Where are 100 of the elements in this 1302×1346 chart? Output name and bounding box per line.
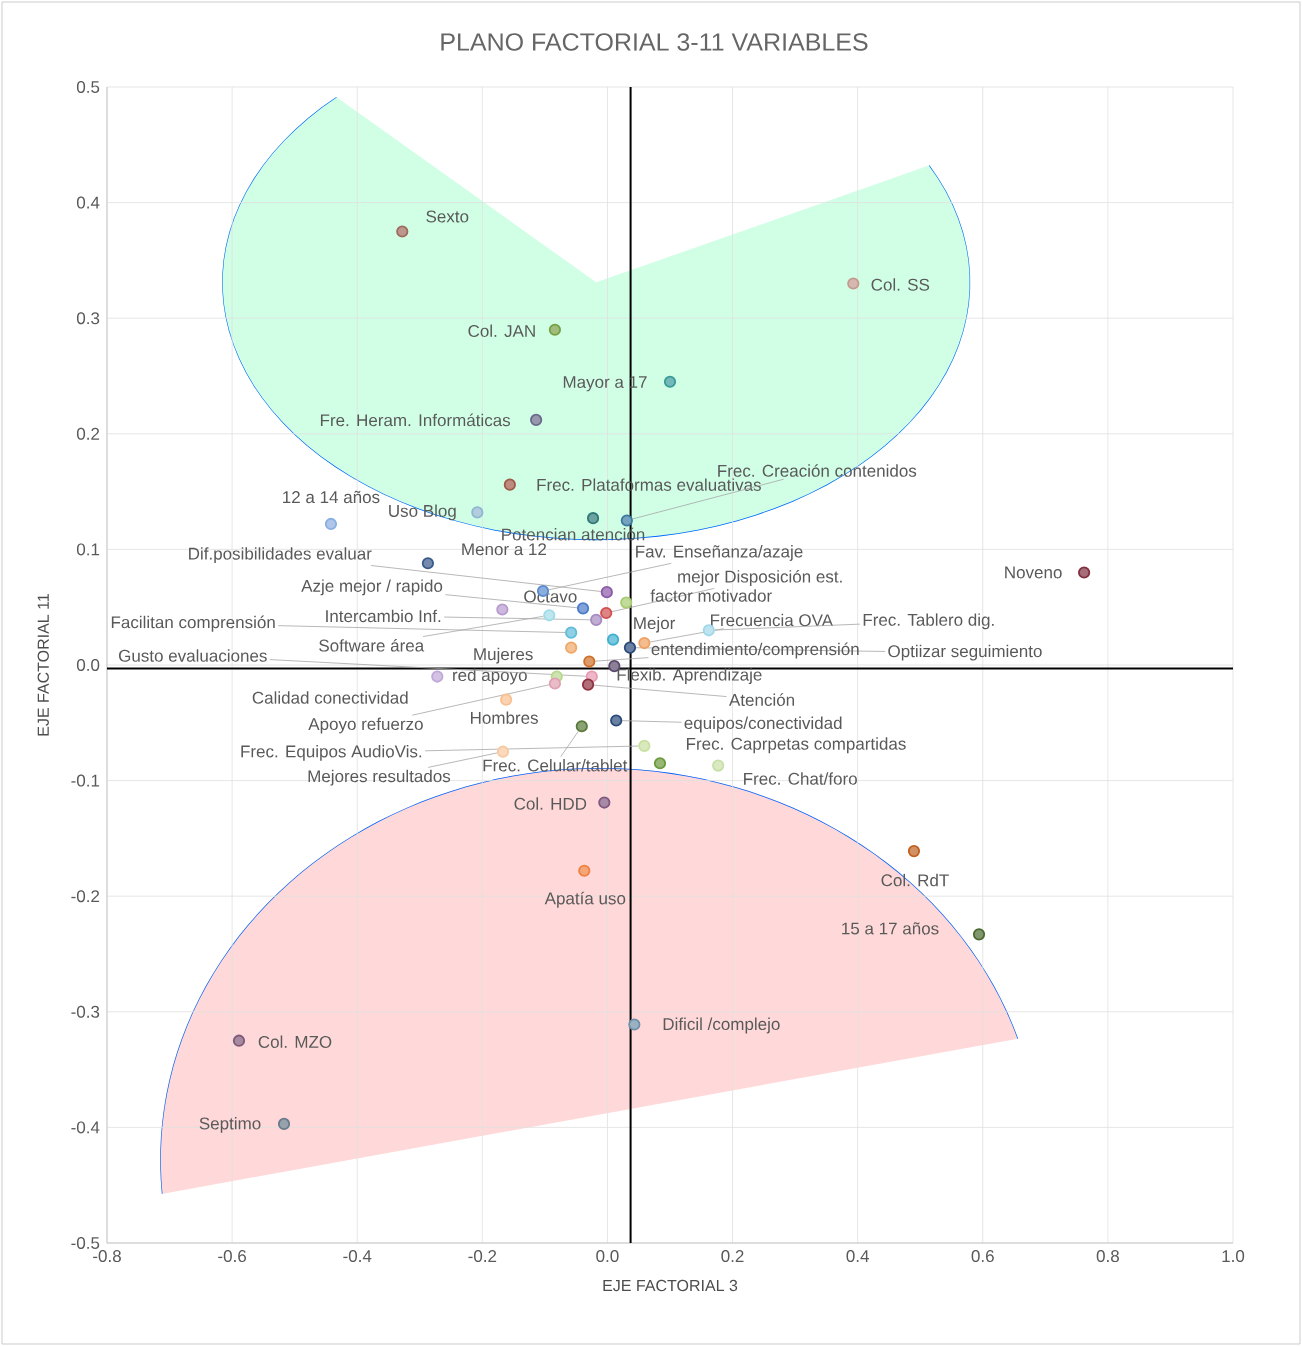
annotation: equipos/conectividad <box>684 716 842 733</box>
annotation: Col. SS <box>871 278 930 291</box>
point <box>431 670 444 683</box>
annotation: Col. RdT <box>881 873 949 887</box>
annotation: factor motivador <box>650 589 772 602</box>
point <box>500 693 513 706</box>
point <box>600 606 613 620</box>
point <box>586 512 600 525</box>
x-tick-label: 0.6 <box>971 1250 994 1263</box>
point <box>638 636 651 650</box>
annotation: 12 a 14 años <box>283 490 380 504</box>
point <box>421 557 435 570</box>
annotation: Intercambio Inf. <box>326 609 441 623</box>
annotation: Fre. Heram. Informáticas <box>320 413 511 427</box>
x-tick-label: 0.8 <box>1096 1250 1119 1263</box>
point <box>232 1034 246 1047</box>
x-tick-label: -0.4 <box>343 1250 372 1263</box>
annotation: Hombres <box>471 711 538 724</box>
point <box>530 413 543 427</box>
point <box>503 478 516 491</box>
point <box>1078 566 1091 579</box>
x-axis-title: EJE FACTORIAL 3 <box>603 1279 738 1292</box>
point <box>548 677 561 690</box>
annotation: Frecuencia OVA <box>711 613 834 627</box>
point <box>590 613 603 627</box>
point <box>598 796 611 809</box>
y-axis-title: EJE FACTORIAL 11 <box>37 594 49 736</box>
annotation: Mejor <box>634 616 676 633</box>
annotation: Frec. Caprpetas compartidas <box>686 737 906 754</box>
annotation: entendimiento/comprensión <box>651 642 859 659</box>
point <box>663 375 677 388</box>
x-tick-label: 1.0 <box>1222 1250 1245 1263</box>
point <box>907 845 921 858</box>
point <box>620 514 633 527</box>
point <box>620 596 633 609</box>
annotation: Optiizar seguimiento <box>888 644 1042 661</box>
x-tick-label: 0.2 <box>721 1250 744 1263</box>
annotation: Sexto <box>426 210 469 223</box>
point <box>565 626 578 639</box>
point <box>606 633 620 646</box>
point <box>471 506 484 519</box>
annotation: Col. HDD <box>514 797 587 810</box>
annotation: Software área <box>319 638 425 652</box>
y-tick-label: -0.5 <box>71 1236 100 1249</box>
point <box>712 759 725 772</box>
annotation: Uso Blog <box>389 504 456 521</box>
annotation: Septimo <box>199 1116 261 1133</box>
y-tick-label: 0.0 <box>76 658 100 671</box>
annotation: Frec. Celular/tablet <box>483 759 628 772</box>
point <box>496 745 510 758</box>
y-tick-label: -0.3 <box>71 1005 100 1018</box>
x-tick-label: -0.6 <box>218 1250 247 1263</box>
point <box>548 323 561 336</box>
point <box>653 757 667 770</box>
y-tick-label: -0.2 <box>71 890 100 903</box>
point <box>576 602 590 615</box>
annotation: Col. JAN <box>468 324 535 337</box>
point <box>543 609 556 622</box>
annotation: Dificil /complejo <box>663 1017 780 1034</box>
point <box>277 1117 291 1131</box>
annotation: Mejores resultados <box>308 769 451 786</box>
point <box>972 928 986 941</box>
y-tick-label: -0.4 <box>71 1121 100 1134</box>
point <box>575 720 588 733</box>
annotation: Col. MZO <box>258 1035 332 1048</box>
annotation: Noveno <box>1005 566 1062 579</box>
x-tick-label: 0.4 <box>846 1250 869 1263</box>
annotation: Fav. Enseñanza/azaje <box>636 545 803 561</box>
annotation: Frec. Equipos AudioVis. <box>241 744 422 761</box>
y-tick-label: -0.1 <box>71 774 100 787</box>
annotation: Atención <box>729 693 795 706</box>
y-tick-label: 0.1 <box>76 543 100 556</box>
point <box>324 517 338 531</box>
y-tick-label: 0.5 <box>76 80 100 93</box>
annotation: Apatía uso <box>544 891 626 908</box>
point <box>600 586 613 599</box>
point <box>583 655 596 668</box>
annotation: Dif.posibilidades evaluar <box>189 547 372 564</box>
point <box>396 225 409 238</box>
x-tick-label: -0.2 <box>468 1250 497 1263</box>
annotation: Menor a 12 <box>462 543 547 556</box>
point <box>847 277 860 290</box>
annotation: Frec. Tablero dig. <box>863 613 994 630</box>
point <box>610 714 623 727</box>
annotation: Calidad conectividad <box>252 691 408 704</box>
x-tick-label: 0.0 <box>596 1250 619 1263</box>
point <box>628 1018 641 1031</box>
annotation: mejor Disposición est. <box>678 569 842 586</box>
point <box>578 864 591 877</box>
annotation: Mujeres <box>474 647 533 664</box>
annotation: red apoyo <box>453 668 527 685</box>
annotation: Facilitan comprensión <box>111 615 275 632</box>
annotation: Frec. Chat/foro <box>744 772 857 785</box>
chart-title: PLANO FACTORIAL 3-11 VARIABLES <box>441 33 868 51</box>
y-tick-label: 0.4 <box>76 196 100 209</box>
point <box>496 603 509 616</box>
annotation: Gusto evaluaciones <box>118 649 267 662</box>
point <box>623 641 637 654</box>
point <box>638 739 651 753</box>
annotation: Apoyo refuerzo <box>308 717 423 734</box>
